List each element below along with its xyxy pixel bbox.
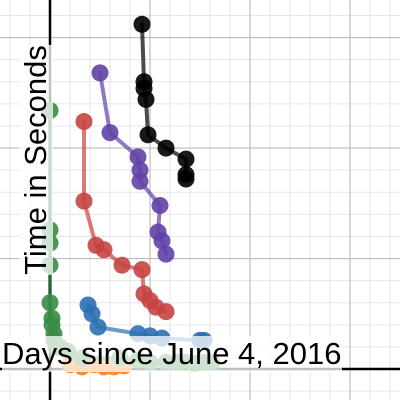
series-2-point [157,245,175,263]
series-3 [75,113,175,321]
series-3-point [95,241,113,259]
series-2-point [151,197,169,215]
series-4-point [83,305,101,323]
series-2-point [129,148,147,166]
series-1 [133,15,195,188]
series-4-point [89,318,107,336]
series-3-point [113,256,131,274]
series-2-point [131,172,149,190]
x-axis-label: Days since June 4, 2016 [2,336,342,372]
series-1-point [177,150,195,168]
series-2-point [91,64,109,82]
series-2 [91,64,175,263]
y-axis-label: Time in Seconds [18,45,53,275]
series-3-point [75,192,93,210]
series-1-point [177,170,195,188]
series-1-point [137,90,155,108]
series-3-point [157,303,175,321]
series-1-point [133,15,151,33]
series-3-point [75,113,93,131]
series-6-point [41,294,59,312]
series-1-point [139,126,157,144]
series-2-point [153,232,171,250]
series-3-point [133,261,151,279]
series-2-point [101,124,119,142]
series-1-point [157,139,175,157]
